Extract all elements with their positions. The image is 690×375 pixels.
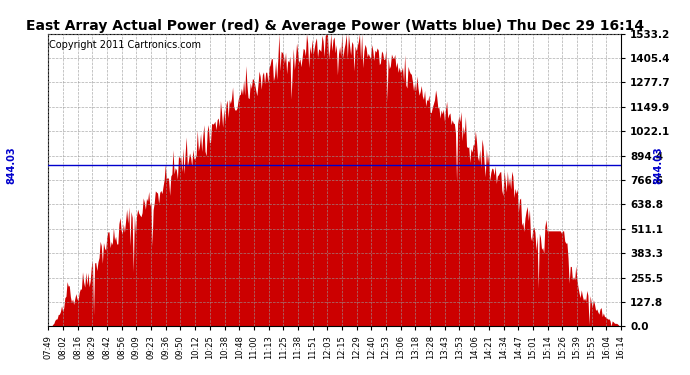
Text: Copyright 2011 Cartronics.com: Copyright 2011 Cartronics.com bbox=[50, 40, 201, 50]
Title: East Array Actual Power (red) & Average Power (Watts blue) Thu Dec 29 16:14: East Array Actual Power (red) & Average … bbox=[26, 19, 644, 33]
Text: 844.03: 844.03 bbox=[6, 146, 16, 184]
Text: 844.03: 844.03 bbox=[653, 146, 663, 184]
